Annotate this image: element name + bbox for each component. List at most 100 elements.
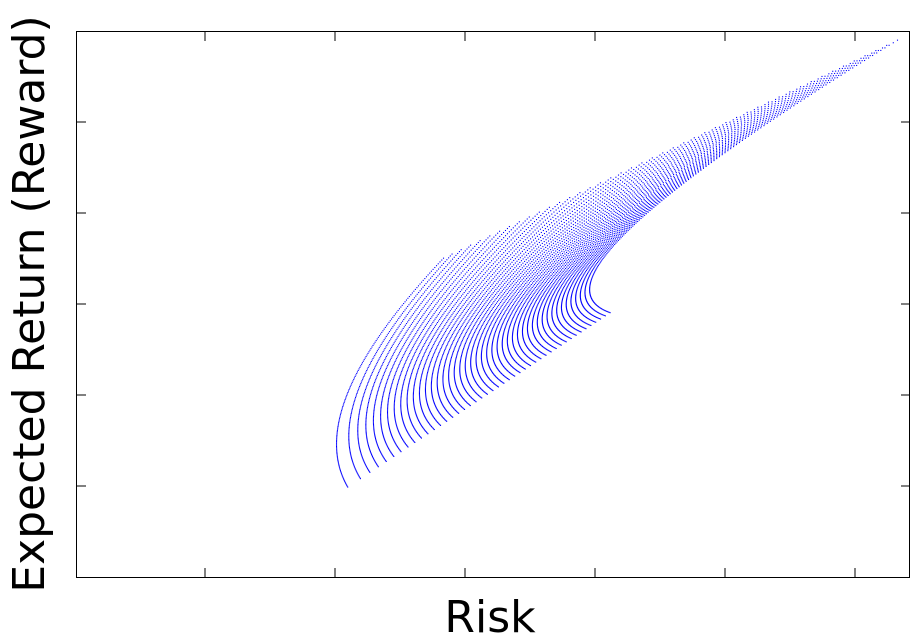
data-point	[457, 252, 459, 255]
data-point	[416, 315, 418, 317]
data-point	[429, 350, 431, 352]
data-point	[359, 478, 361, 480]
data-point	[418, 366, 420, 368]
data-point	[535, 245, 537, 247]
data-point	[409, 436, 411, 438]
data-point	[379, 357, 381, 359]
data-point	[499, 303, 501, 305]
data-point	[470, 397, 472, 399]
data-point	[591, 222, 593, 224]
data-point	[474, 305, 476, 307]
data-point	[499, 360, 501, 362]
data-point	[336, 450, 338, 452]
data-point	[598, 216, 600, 218]
data-point	[393, 440, 395, 442]
data-point	[519, 304, 521, 306]
data-point	[492, 292, 494, 294]
data-point	[451, 391, 453, 394]
data-point	[401, 416, 403, 418]
data-point	[502, 348, 504, 350]
data-point	[494, 310, 496, 312]
data-point	[501, 340, 503, 342]
data-point	[475, 338, 477, 340]
data-point	[364, 390, 366, 392]
data-point	[487, 361, 489, 363]
data-point	[425, 397, 427, 399]
data-point	[517, 337, 519, 339]
data-point	[520, 288, 522, 291]
data-point	[592, 206, 594, 208]
data-point	[408, 335, 410, 337]
data-point	[395, 359, 397, 361]
data-point	[562, 203, 564, 205]
data-point	[369, 396, 371, 398]
data-point	[468, 302, 470, 304]
data-point	[491, 308, 493, 310]
data-point	[519, 294, 521, 296]
data-point	[407, 305, 409, 308]
data-point	[538, 225, 540, 227]
data-point	[399, 341, 401, 343]
data-point	[446, 264, 449, 266]
data-point	[502, 303, 504, 305]
data-point	[501, 253, 503, 256]
data-point	[654, 170, 656, 172]
data-point	[524, 361, 526, 363]
data-point	[502, 315, 504, 317]
data-point	[496, 283, 498, 285]
data-point	[650, 170, 652, 172]
data-point	[422, 355, 424, 358]
data-point	[407, 328, 409, 330]
data-point	[482, 317, 484, 319]
data-point	[607, 205, 609, 207]
data-point	[458, 412, 460, 414]
data-point	[524, 315, 526, 317]
data-point	[542, 230, 544, 232]
data-point	[507, 287, 509, 289]
data-point	[501, 341, 503, 343]
data-point	[529, 364, 531, 366]
data-point	[454, 261, 456, 263]
data-point	[662, 152, 664, 154]
data-point	[515, 351, 517, 353]
data-point	[439, 413, 441, 415]
data-point	[581, 216, 583, 218]
data-point	[361, 399, 363, 401]
data-point	[446, 410, 448, 412]
data-point	[645, 165, 647, 167]
data-point	[486, 304, 488, 306]
data-point	[365, 414, 367, 416]
data-point	[399, 376, 401, 378]
data-point	[492, 319, 494, 321]
data-point	[568, 224, 570, 226]
data-point	[473, 377, 475, 379]
data-point	[456, 387, 458, 389]
data-point	[459, 309, 461, 311]
data-point	[521, 359, 523, 361]
data-point	[391, 381, 394, 383]
data-point	[487, 376, 489, 378]
data-point	[597, 188, 599, 190]
data-point	[420, 341, 422, 343]
data-point	[438, 273, 441, 275]
data-point	[661, 161, 663, 164]
data-point	[497, 242, 499, 245]
data-point	[476, 276, 478, 278]
data-point	[585, 218, 587, 220]
data-point	[525, 251, 527, 253]
data-point	[466, 330, 468, 332]
data-point	[413, 405, 415, 407]
data-point	[617, 174, 620, 176]
data-point	[480, 307, 483, 309]
data-point	[534, 272, 536, 274]
data-point	[462, 349, 464, 351]
data-point	[471, 309, 473, 311]
data-point	[478, 285, 480, 287]
data-point	[497, 232, 499, 234]
data-point	[472, 247, 474, 249]
data-point	[455, 344, 457, 346]
data-point	[503, 320, 505, 322]
data-point	[421, 358, 423, 360]
data-point	[470, 283, 472, 285]
data-point	[542, 212, 544, 215]
